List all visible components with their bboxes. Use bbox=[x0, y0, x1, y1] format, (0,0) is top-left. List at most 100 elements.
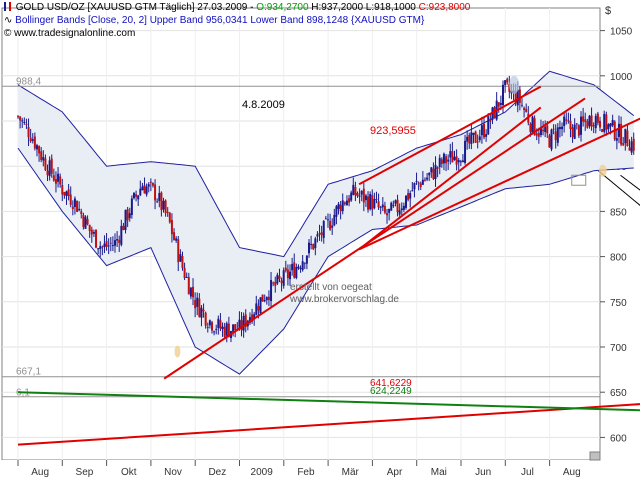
candle-body bbox=[442, 153, 445, 164]
candle-body bbox=[183, 267, 186, 279]
candle-body bbox=[187, 277, 190, 295]
candle-body bbox=[147, 184, 150, 187]
candle-body bbox=[282, 270, 285, 286]
x-tick-label: Apr bbox=[387, 467, 403, 478]
candle-body bbox=[375, 198, 378, 200]
red-trendline bbox=[358, 85, 542, 186]
candle-body bbox=[101, 246, 104, 248]
candle-body bbox=[82, 214, 85, 227]
candle-body bbox=[428, 172, 431, 176]
candle-body bbox=[143, 185, 146, 194]
candle-body bbox=[407, 193, 410, 200]
candle-body bbox=[426, 177, 429, 180]
candle-body bbox=[413, 182, 416, 190]
candle-body bbox=[352, 184, 355, 195]
x-tick-label: Aug bbox=[31, 467, 49, 478]
candle-body bbox=[126, 209, 129, 221]
y-tick-label: 700 bbox=[610, 343, 627, 354]
candle-body bbox=[596, 113, 599, 123]
candle-body bbox=[523, 107, 526, 110]
candle-body bbox=[516, 89, 519, 106]
candle-body bbox=[539, 128, 542, 136]
y-axis-panel bbox=[602, 0, 640, 480]
candle-body bbox=[111, 245, 114, 247]
candle-body bbox=[206, 327, 209, 329]
candle-body bbox=[569, 120, 572, 129]
candle-body bbox=[369, 194, 372, 210]
candle-body bbox=[364, 195, 367, 201]
candle-body bbox=[272, 282, 275, 284]
resize-handle bbox=[589, 451, 601, 461]
candle-body bbox=[318, 232, 321, 235]
candle-body bbox=[438, 157, 441, 168]
candle-body bbox=[343, 202, 346, 205]
candle-body bbox=[571, 127, 574, 138]
candle-body bbox=[354, 186, 357, 196]
candle-body bbox=[194, 299, 197, 309]
candle-body bbox=[120, 225, 123, 245]
candle-body bbox=[525, 108, 528, 113]
candle-body bbox=[113, 240, 116, 246]
candle-body bbox=[166, 211, 169, 213]
candle-body bbox=[33, 136, 36, 149]
candle-body bbox=[371, 195, 374, 210]
candle-body bbox=[278, 275, 281, 280]
candle-body bbox=[322, 220, 325, 238]
candle-body bbox=[432, 168, 435, 179]
candle-body bbox=[280, 280, 283, 284]
candle-body bbox=[630, 141, 633, 153]
candle-body bbox=[461, 160, 464, 163]
candle-body bbox=[200, 307, 203, 318]
candle-body bbox=[128, 213, 131, 219]
candle-body bbox=[160, 192, 163, 211]
candle-body bbox=[42, 157, 45, 161]
candle-body bbox=[29, 137, 32, 142]
x-tick-label: Mär bbox=[342, 467, 360, 478]
candle-body bbox=[312, 244, 315, 249]
candle-body bbox=[80, 211, 83, 215]
candle-body bbox=[210, 322, 213, 331]
candle-body bbox=[508, 83, 511, 92]
candle-body bbox=[151, 183, 154, 186]
candle-body bbox=[240, 320, 243, 331]
red-trendline bbox=[358, 106, 542, 251]
x-tick-label: 2009 bbox=[251, 467, 274, 478]
candle-body bbox=[248, 317, 251, 323]
candle-body bbox=[263, 300, 266, 302]
candle-body bbox=[598, 120, 601, 128]
candle-body bbox=[409, 193, 412, 199]
candle-body bbox=[411, 190, 414, 192]
candle-body bbox=[170, 220, 173, 235]
candle-body bbox=[573, 124, 576, 139]
candle-body bbox=[139, 188, 142, 196]
candle-body bbox=[88, 224, 91, 232]
candle-body bbox=[434, 164, 437, 180]
y-tick-label: 600 bbox=[610, 433, 627, 444]
candle-body bbox=[348, 198, 351, 203]
candle-body bbox=[436, 167, 439, 169]
candle-body bbox=[626, 130, 629, 147]
candle-body bbox=[149, 181, 152, 183]
candle-body bbox=[232, 324, 235, 332]
upper-bollinger-band bbox=[17, 70, 635, 258]
candle-body bbox=[415, 180, 418, 182]
candle-body bbox=[293, 262, 296, 278]
candle-body bbox=[331, 225, 334, 228]
candle-body bbox=[468, 134, 471, 144]
candle-body bbox=[145, 186, 148, 195]
candle-body bbox=[179, 254, 182, 262]
y-tick-label: 1000 bbox=[610, 72, 633, 83]
candle-body bbox=[464, 140, 467, 163]
candle-body bbox=[554, 131, 557, 141]
candle-body bbox=[337, 203, 340, 209]
candle-body bbox=[52, 175, 55, 181]
candle-body bbox=[44, 158, 47, 171]
candle-body bbox=[251, 314, 254, 322]
candle-body bbox=[137, 195, 140, 200]
candle-body bbox=[21, 120, 24, 122]
candle-body bbox=[86, 219, 89, 225]
candle-body bbox=[518, 89, 521, 103]
candle-body bbox=[333, 214, 336, 226]
